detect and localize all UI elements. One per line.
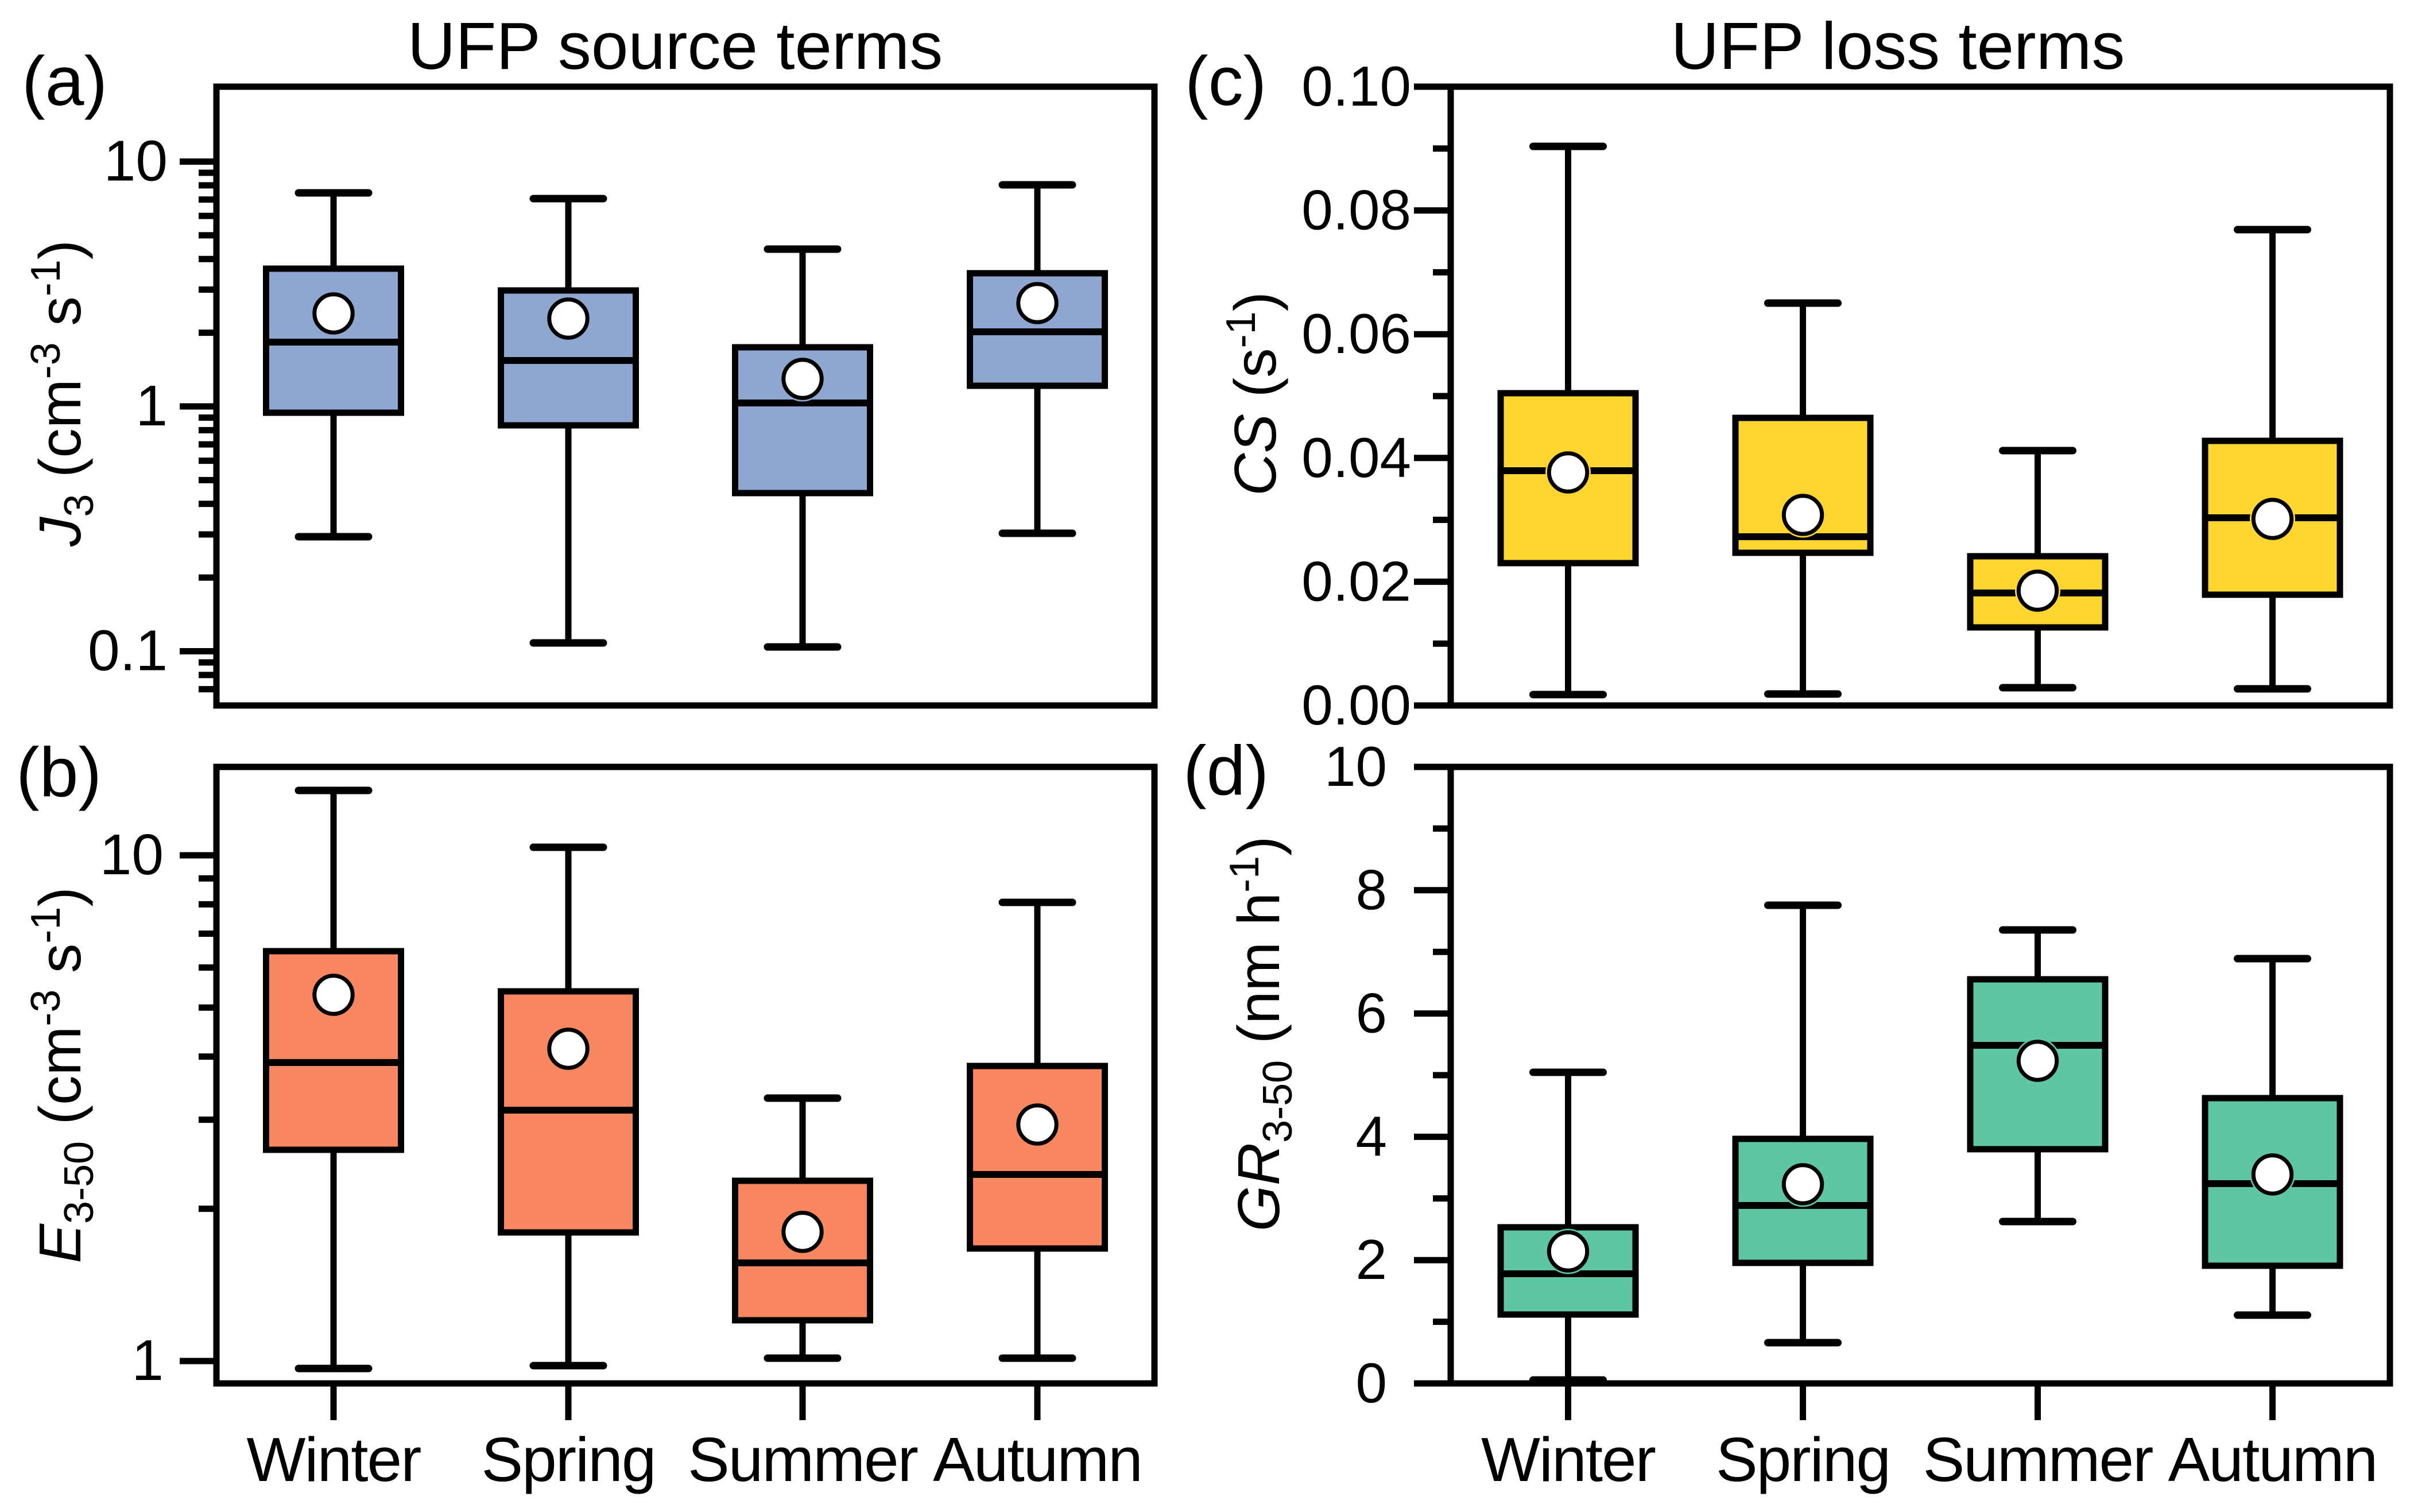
svg-text:0: 0 xyxy=(1355,1351,1387,1414)
svg-text:(c): (c) xyxy=(1185,42,1266,120)
svg-text:E3-50 (cm-3 s-1): E3-50 (cm-3 s-1) xyxy=(23,887,102,1263)
svg-text:Summer: Summer xyxy=(688,1425,918,1495)
svg-text:Winter: Winter xyxy=(1481,1425,1656,1495)
svg-text:0.02: 0.02 xyxy=(1301,549,1411,612)
svg-text:J3 (cm-3 s-1): J3 (cm-3 s-1) xyxy=(23,240,102,547)
svg-text:2: 2 xyxy=(1355,1228,1387,1291)
svg-text:10: 10 xyxy=(1324,735,1387,798)
svg-text:GR3-50 (nm h-1): GR3-50 (nm h-1) xyxy=(1222,836,1301,1232)
svg-text:4: 4 xyxy=(1355,1104,1387,1168)
svg-text:0.08: 0.08 xyxy=(1301,179,1411,242)
svg-text:Summer: Summer xyxy=(1923,1425,2153,1495)
svg-text:0.06: 0.06 xyxy=(1301,302,1411,365)
svg-text:1: 1 xyxy=(135,374,168,438)
svg-text:Spring: Spring xyxy=(481,1425,655,1495)
svg-text:0.10: 0.10 xyxy=(1301,55,1411,118)
svg-text:(b): (b) xyxy=(16,733,102,811)
svg-text:Winter: Winter xyxy=(247,1425,421,1495)
svg-text:UFP loss terms: UFP loss terms xyxy=(1671,9,2125,83)
svg-text:CS (s-1): CS (s-1) xyxy=(1218,292,1288,496)
svg-text:1: 1 xyxy=(131,1328,164,1393)
svg-text:6: 6 xyxy=(1355,982,1387,1045)
svg-text:Autumn: Autumn xyxy=(933,1425,1142,1495)
svg-text:10: 10 xyxy=(104,129,168,193)
svg-text:UFP source terms: UFP source terms xyxy=(408,9,943,83)
svg-text:(d): (d) xyxy=(1183,731,1269,809)
svg-text:8: 8 xyxy=(1355,858,1387,921)
svg-text:Spring: Spring xyxy=(1716,1425,1890,1495)
svg-text:0.04: 0.04 xyxy=(1301,426,1411,489)
svg-text:10: 10 xyxy=(100,823,164,887)
svg-text:0.00: 0.00 xyxy=(1301,673,1411,736)
svg-text:(a): (a) xyxy=(22,42,107,120)
svg-text:Autumn: Autumn xyxy=(2168,1425,2377,1495)
svg-text:0.1: 0.1 xyxy=(88,619,168,683)
